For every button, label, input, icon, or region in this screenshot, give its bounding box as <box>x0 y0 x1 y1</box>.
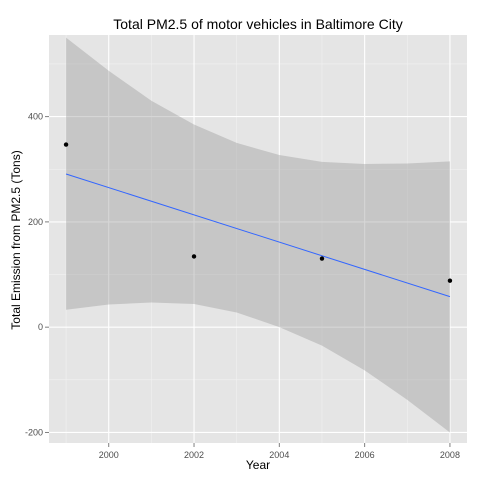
x-tick-label-2002: 2002 <box>184 450 204 460</box>
trend-line <box>65 173 451 298</box>
x-tick-label-2000: 2000 <box>99 450 119 460</box>
data-points <box>63 142 453 283</box>
data-point-2005 <box>319 256 325 261</box>
x-tick-label-2008: 2008 <box>440 450 460 460</box>
plot-panel <box>49 35 467 443</box>
data-point-2002 <box>191 254 197 259</box>
x-tick-label-2004: 2004 <box>269 450 289 460</box>
y-tick-label--200: -200 <box>25 427 43 437</box>
y-tick-label-400: 400 <box>28 112 43 122</box>
x-tick-labels: 2000 2002 2004 2006 2008 <box>99 450 460 460</box>
major-gridlines <box>49 35 467 443</box>
data-point-2008 <box>447 278 453 283</box>
x-tick-label-2006: 2006 <box>355 450 375 460</box>
x-axis-title: Year <box>246 458 270 472</box>
y-axis-title: Total Emission from PM2.5 (Tons) <box>9 150 23 329</box>
axis-ticks <box>45 116 451 447</box>
minor-gridlines <box>49 35 467 443</box>
y-tick-label-0: 0 <box>38 322 43 332</box>
y-tick-label-200: 200 <box>28 217 43 227</box>
y-tick-labels: -200 0 200 400 <box>25 112 43 438</box>
data-point-1999 <box>63 142 69 147</box>
chart-title: Total PM2.5 of motor vehicles in Baltimo… <box>113 16 402 32</box>
